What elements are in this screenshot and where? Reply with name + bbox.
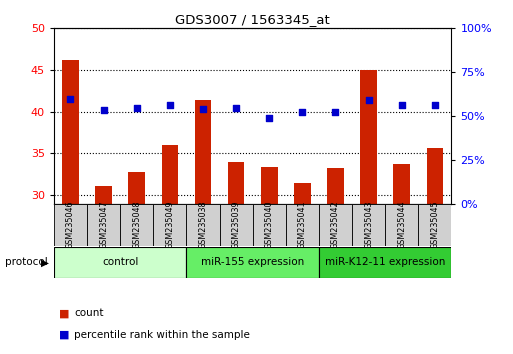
- Text: protocol: protocol: [5, 257, 48, 267]
- Text: GSM235040: GSM235040: [265, 201, 274, 250]
- Text: GSM235043: GSM235043: [364, 201, 373, 250]
- Point: [398, 102, 406, 108]
- Text: GSM235038: GSM235038: [199, 201, 207, 250]
- Point: [232, 105, 240, 111]
- Bar: [261, 167, 278, 204]
- Title: GDS3007 / 1563345_at: GDS3007 / 1563345_at: [175, 13, 330, 26]
- Text: GSM235046: GSM235046: [66, 201, 75, 250]
- Point: [66, 96, 74, 102]
- Text: GSM235044: GSM235044: [397, 201, 406, 250]
- Bar: [153, 204, 186, 246]
- Point: [331, 109, 340, 115]
- Text: control: control: [102, 257, 139, 267]
- Bar: [228, 162, 244, 204]
- Point: [431, 102, 439, 108]
- Bar: [352, 204, 385, 246]
- Bar: [162, 145, 178, 204]
- Bar: [319, 247, 451, 278]
- Bar: [418, 204, 451, 246]
- Bar: [393, 164, 410, 204]
- Text: ▶: ▶: [41, 257, 49, 267]
- Text: GSM235045: GSM235045: [430, 201, 439, 250]
- Text: miR-155 expression: miR-155 expression: [201, 257, 304, 267]
- Bar: [87, 204, 120, 246]
- Bar: [252, 204, 286, 246]
- Bar: [294, 183, 311, 204]
- Text: count: count: [74, 308, 104, 318]
- Bar: [62, 60, 78, 204]
- Bar: [120, 204, 153, 246]
- Bar: [186, 247, 319, 278]
- Bar: [360, 70, 377, 204]
- Bar: [186, 204, 220, 246]
- Text: GSM235049: GSM235049: [165, 201, 174, 250]
- Bar: [286, 204, 319, 246]
- Text: GSM235042: GSM235042: [331, 201, 340, 250]
- Text: ■: ■: [59, 308, 69, 318]
- Point: [265, 115, 273, 120]
- Bar: [95, 186, 112, 204]
- Text: GSM235041: GSM235041: [298, 201, 307, 250]
- Text: percentile rank within the sample: percentile rank within the sample: [74, 330, 250, 339]
- Text: GSM235039: GSM235039: [231, 201, 241, 250]
- Point: [298, 109, 306, 115]
- Text: miR-K12-11 expression: miR-K12-11 expression: [325, 257, 445, 267]
- Text: GSM235048: GSM235048: [132, 201, 141, 250]
- Bar: [220, 204, 252, 246]
- Text: GSM235047: GSM235047: [99, 201, 108, 250]
- Bar: [319, 204, 352, 246]
- Bar: [128, 172, 145, 204]
- Bar: [194, 100, 211, 204]
- Bar: [427, 148, 443, 204]
- Point: [166, 102, 174, 108]
- Bar: [327, 168, 344, 204]
- Point: [199, 107, 207, 112]
- Bar: [54, 204, 87, 246]
- Point: [100, 107, 108, 113]
- Point: [132, 105, 141, 110]
- Bar: [385, 204, 418, 246]
- Point: [365, 97, 373, 103]
- Text: ■: ■: [59, 330, 69, 339]
- Bar: [54, 247, 186, 278]
